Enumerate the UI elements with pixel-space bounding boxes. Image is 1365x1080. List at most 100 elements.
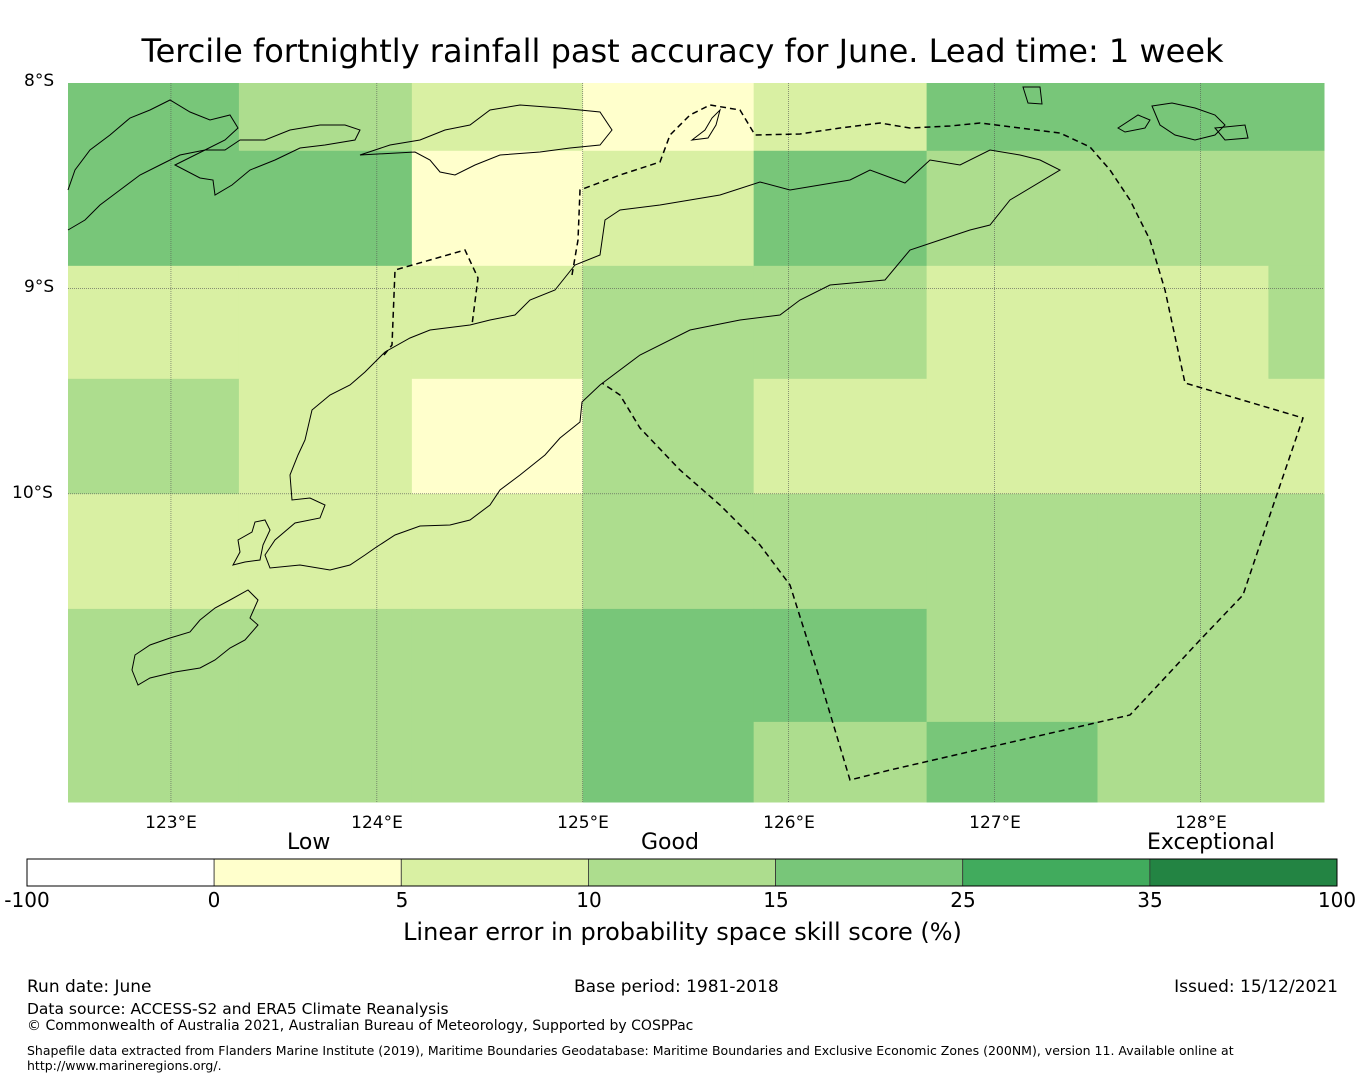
timor-coastline [264,149,1062,571]
colorbar-tick: 5 [395,888,409,912]
grid-cell [1097,608,1269,723]
grid-cell [753,493,928,610]
skill-grid [68,83,1325,803]
grid-cell [68,83,240,152]
colorbar-tick: 100 [1317,888,1357,912]
grid-cell [238,83,413,152]
wetar-coastline [359,104,613,176]
issued-date: Issued: 15/12/2021 [1174,977,1338,997]
colorbar-tick: 0 [207,888,221,912]
colorbar-segment [213,858,402,887]
colorbar-segment [400,858,589,887]
grid-cell [68,608,240,723]
grid-cell [753,83,928,152]
grid-cell [753,378,928,495]
lat-label: 8°S [24,71,55,91]
shapefile-credit: Shapefile data extracted from Flanders M… [27,1043,1234,1058]
data-source: Data source: ACCESS-S2 and ERA5 Climate … [27,1000,449,1018]
lon-label: 128°E [1175,813,1227,833]
colorbar-tick: 10 [576,888,602,912]
colorbar-segment [962,858,1151,887]
grid-cell [1268,83,1325,152]
grid-cell [1268,721,1325,803]
grid-cell [1097,378,1269,495]
grid-cell [411,265,584,380]
run-date: Run date: June [27,977,152,997]
timor-leste-eez-boundary [383,104,1304,781]
colorbar-segment [26,858,215,887]
graticule [68,83,1324,802]
colorbar-label: Linear error in probability space skill … [403,918,962,946]
lon-label: 123°E [145,813,197,833]
grid-cell [926,83,1099,152]
grid-cell [411,608,584,723]
colorbar-tick: 25 [950,888,976,912]
grid-cell [411,83,584,152]
grid-cell [1097,150,1269,267]
sermata-coastline [1214,124,1249,141]
grid-cell [68,378,240,495]
colorbar-tick: 15 [763,888,789,912]
lon-label: 126°E [763,813,815,833]
shapefile-url: http://www.marineregions.org/. [27,1058,222,1073]
grid-cell [1268,493,1325,610]
alor-coastline [173,124,361,196]
grid-cell [411,150,584,267]
grid-cell [926,608,1099,723]
flores-coastline [67,99,239,231]
grid-cell [753,265,928,380]
grid-cell [926,493,1099,610]
grid-cell [753,721,928,803]
base-period: Base period: 1981-2018 [574,977,779,997]
grid-cell [1268,150,1325,267]
grid-cell [1268,608,1325,723]
colorbar-tick: -100 [4,888,50,912]
colorbar-segment [1149,858,1338,887]
lat-label: 9°S [24,277,55,297]
coastlines [67,86,1249,686]
category-exceptional: Exceptional [1147,830,1275,855]
category-good: Good [641,830,699,855]
grid-cell [68,265,240,380]
grid-cell [582,493,755,610]
grid-cell [753,608,928,723]
lon-label: 125°E [557,813,609,833]
grid-cell [926,265,1099,380]
grid-cell [1097,721,1269,803]
colorbar-tick: 35 [1137,888,1163,912]
sumba-coastline [131,589,259,686]
grid-cell [582,150,755,267]
colorbar-segment [588,858,776,887]
copyright: © Commonwealth of Australia 2021, Austra… [27,1018,694,1034]
grid-cell [238,150,413,267]
colorbar-segment [775,858,964,887]
grid-cell [582,608,755,723]
kisar-coastline [1117,114,1151,133]
leti-coastline [1022,86,1043,105]
lon-label: 127°E [969,813,1021,833]
grid-cell [238,265,413,380]
grid-cell [411,721,584,803]
grid-cell [926,150,1099,267]
chart-title: Tercile fortnightly rainfall past accura… [141,32,1224,70]
babar-coastline [1151,102,1226,141]
grid-cell [238,608,413,723]
category-low: Low [287,830,331,855]
grid-cell [411,378,584,495]
grid-cell [926,378,1099,495]
colorbar-frame [26,858,1338,887]
grid-cell [582,378,755,495]
rote-coastline [232,519,271,566]
grid-cell [1097,493,1269,610]
lon-label: 124°E [351,813,403,833]
grid-cell [411,493,584,610]
grid-cell [238,721,413,803]
grid-cell [582,721,755,803]
grid-cell [753,150,928,267]
lat-label: 10°S [12,483,53,503]
grid-cell [68,493,240,610]
grid-cell [1268,265,1325,380]
grid-cell [1097,83,1269,152]
